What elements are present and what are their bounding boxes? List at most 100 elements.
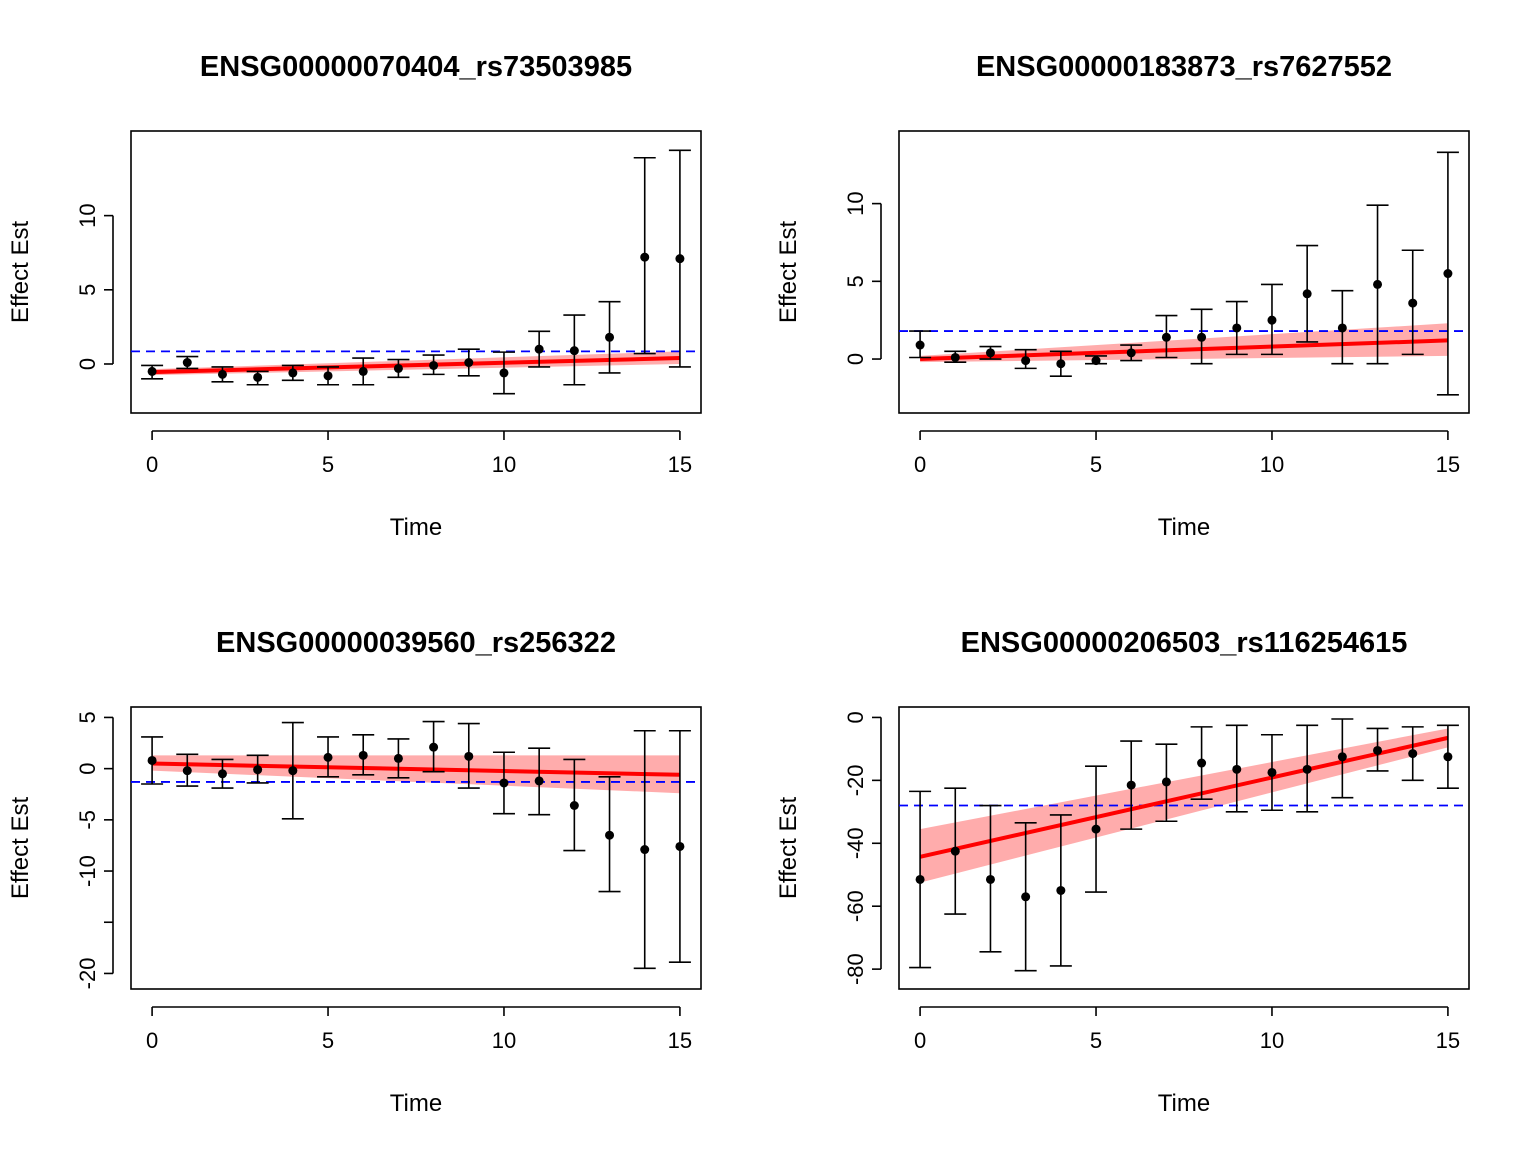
data-point xyxy=(393,363,403,373)
y-tick-label: 0 xyxy=(843,711,868,723)
data-point xyxy=(675,841,685,851)
data-point xyxy=(393,753,403,763)
x-tick-label: 5 xyxy=(322,452,334,477)
fit-line xyxy=(152,761,680,777)
x-tick-label: 10 xyxy=(492,1028,516,1053)
data-point xyxy=(1337,752,1347,762)
data-point xyxy=(358,366,368,376)
y-tick-label: 10 xyxy=(75,203,100,227)
panel-4: ENSG00000206503_rs116254615 0 5 10 15 0 -20 -40… xyxy=(775,627,1470,1117)
x-tick-label: 15 xyxy=(668,1028,692,1053)
x-tick-label: 10 xyxy=(1260,1028,1284,1053)
y-tick-label: -80 xyxy=(843,953,868,985)
y-tick-label: 0 xyxy=(843,353,868,365)
data-point xyxy=(1302,289,1312,299)
panel-3: ENSG00000039560_rs256322 0 5 10 15 5 0 -5 -10 -20… xyxy=(7,627,702,1117)
y-tick-label: -10 xyxy=(75,855,100,887)
y-tick-label: 10 xyxy=(843,191,868,215)
y-tick-label: -20 xyxy=(75,958,100,990)
data-point xyxy=(640,845,650,855)
x-tick-label: 5 xyxy=(1090,452,1102,477)
data-point xyxy=(1267,767,1277,777)
chart-title: ENSG00000039560_rs256322 xyxy=(216,627,616,659)
data-point xyxy=(569,346,579,356)
x-axis-label: Time xyxy=(390,514,442,541)
data-point xyxy=(1337,323,1347,333)
x-tick-label: 0 xyxy=(914,452,926,477)
data-point xyxy=(429,742,439,752)
chart-title: ENSG00000183873_rs7627552 xyxy=(976,51,1392,83)
y-tick-label: 0 xyxy=(75,358,100,370)
data-point xyxy=(1056,359,1066,369)
data-point xyxy=(464,751,474,761)
data-point xyxy=(288,368,298,378)
data-point xyxy=(605,830,615,840)
data-point xyxy=(1126,348,1136,358)
data-point xyxy=(1056,885,1066,895)
x-tick-label: 15 xyxy=(1436,452,1460,477)
y-tick-label: -60 xyxy=(843,890,868,922)
data-point xyxy=(147,755,157,765)
x-tick-label: 0 xyxy=(914,1028,926,1053)
y-axis-label: Effect Est xyxy=(775,221,802,324)
data-point xyxy=(1302,764,1312,774)
x-tick-label: 0 xyxy=(146,452,158,477)
y-tick-label: -20 xyxy=(843,764,868,796)
data-point xyxy=(464,358,474,368)
x-axis-label: Time xyxy=(1158,1090,1210,1117)
data-point xyxy=(985,874,995,884)
data-point xyxy=(1021,892,1031,902)
plot-frame xyxy=(130,706,702,990)
data-point xyxy=(1197,332,1207,342)
data-point xyxy=(1408,298,1418,308)
panel-2: ENSG00000183873_rs7627552 0 5 10 15 0 5 10 Time E… xyxy=(775,51,1470,541)
data-point xyxy=(217,769,227,779)
data-point xyxy=(915,874,925,884)
data-point xyxy=(429,360,439,370)
data-point xyxy=(950,352,960,362)
data-point xyxy=(499,368,509,378)
data-point xyxy=(1408,749,1418,759)
data-point xyxy=(253,765,263,775)
data-point xyxy=(675,254,685,264)
x-tick-label: 10 xyxy=(1260,452,1284,477)
data-point xyxy=(1197,758,1207,768)
y-axis-label: Effect Est xyxy=(775,797,802,900)
panel-1: ENSG00000070404_rs73503985 0 5 10 15 0 5 10 Time… xyxy=(7,51,702,541)
data-point xyxy=(1443,269,1453,279)
data-point xyxy=(1373,745,1383,755)
x-tick-label: 15 xyxy=(1436,1028,1460,1053)
data-point xyxy=(1267,315,1277,325)
data-point xyxy=(534,344,544,354)
data-point xyxy=(534,776,544,786)
data-point xyxy=(915,340,925,350)
y-axis-label: Effect Est xyxy=(7,797,34,900)
chart-title: ENSG00000070404_rs73503985 xyxy=(200,51,632,83)
data-point xyxy=(640,252,650,262)
y-tick-label: 5 xyxy=(843,275,868,287)
fit-line xyxy=(152,356,680,375)
y-axis-label: Effect Est xyxy=(7,221,34,324)
data-point xyxy=(1373,279,1383,289)
data-point xyxy=(605,332,615,342)
y-tick-label: 5 xyxy=(75,284,100,296)
plot-frame xyxy=(898,130,1470,414)
data-point xyxy=(985,348,995,358)
x-axis-label: Time xyxy=(390,1090,442,1117)
data-point xyxy=(1232,764,1242,774)
data-point xyxy=(1091,824,1101,834)
data-point xyxy=(182,358,192,368)
data-point xyxy=(323,371,333,381)
y-tick-label: -40 xyxy=(843,827,868,859)
x-tick-label: 0 xyxy=(146,1028,158,1053)
data-point xyxy=(1232,323,1242,333)
data-point xyxy=(499,778,509,788)
data-point xyxy=(288,766,298,776)
x-tick-label: 5 xyxy=(1090,1028,1102,1053)
data-point xyxy=(569,801,579,811)
data-point xyxy=(950,846,960,856)
data-point xyxy=(358,750,368,760)
fit-line xyxy=(920,338,1448,362)
data-point xyxy=(323,752,333,762)
